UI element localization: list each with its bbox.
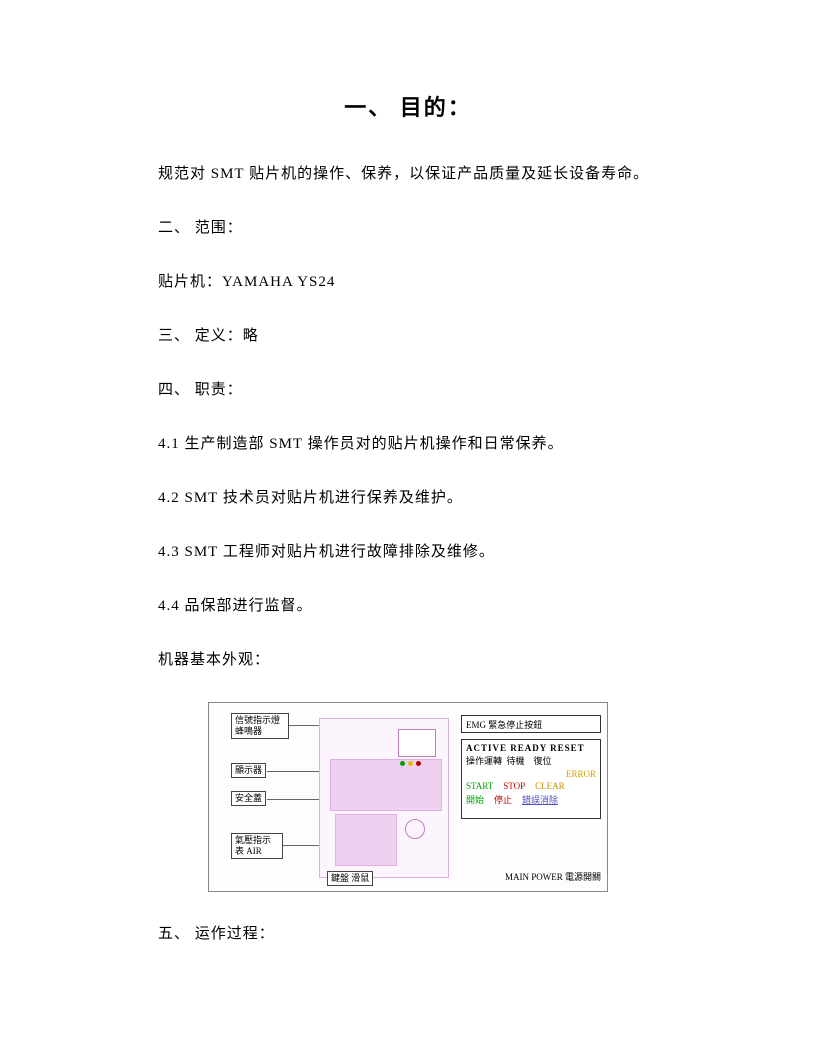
- paragraph-resp-3: 4.3 SMT 工程师对贴片机进行故障排除及维修。: [158, 540, 658, 564]
- heading-appearance: 机器基本外观：: [158, 648, 658, 672]
- dot-yellow-icon: [408, 761, 413, 766]
- machine-screen: [398, 729, 436, 757]
- paragraph-machine-model: 贴片机：YAMAHA YS24: [158, 270, 658, 294]
- lead-display: [267, 771, 319, 772]
- heading-responsibility: 四、 职责：: [158, 378, 658, 402]
- machine-diagram: 信號指示燈 蜂鳴器 顯示器 安全蓋 氣壓指示 表 AIR 鍵盤 滑鼠 EMG 緊…: [208, 702, 608, 892]
- panel-start-cn: 開始: [466, 793, 484, 806]
- panel-start: START: [466, 781, 493, 791]
- panel-row3: START STOP CLEAR: [466, 781, 596, 791]
- dot-green-icon: [400, 761, 405, 766]
- panel-stop-cn: 停止: [494, 793, 512, 806]
- panel-row2: 操作運轉 待機 復位: [466, 754, 596, 767]
- dot-red-icon: [416, 761, 421, 766]
- label-buzzer: 信號指示燈 蜂鳴器: [231, 713, 289, 739]
- panel-error: ERROR: [466, 769, 596, 779]
- machine-body: [319, 718, 449, 878]
- heading-operation: 五、 运作过程：: [158, 922, 658, 946]
- paragraph-resp-2: 4.2 SMT 技术员对贴片机进行保养及维护。: [158, 486, 658, 510]
- panel-row2-c: 復位: [534, 756, 552, 766]
- panel-stop: STOP: [503, 781, 525, 791]
- panel-clear-cn: 錯誤消除: [522, 793, 558, 806]
- label-buzzer-line1: 信號指示燈: [235, 715, 285, 726]
- label-emg: EMG 緊急停止按鈕: [461, 715, 601, 733]
- paragraph-purpose: 规范对 SMT 贴片机的操作、保养，以保证产品质量及延长设备寿命。: [158, 162, 658, 186]
- control-panel: ACTIVE READY RESET 操作運轉 待機 復位 ERROR STAR…: [461, 739, 601, 819]
- label-cover: 安全蓋: [231, 791, 266, 806]
- panel-clear: CLEAR: [535, 781, 565, 791]
- paragraph-resp-4: 4.4 品保部进行监督。: [158, 594, 658, 618]
- label-main-power: MAIN POWER 電源開關: [505, 870, 601, 883]
- label-display: 顯示器: [231, 763, 266, 778]
- label-air: 氣壓指示 表 AIR: [231, 833, 283, 859]
- panel-row1: ACTIVE READY RESET: [466, 743, 596, 753]
- label-air-line1: 氣壓指示: [235, 835, 279, 846]
- lead-cover: [267, 799, 319, 800]
- label-buzzer-line2: 蜂鳴器: [235, 726, 285, 737]
- heading-definition: 三、 定义：略: [158, 324, 658, 348]
- heading-scope: 二、 范围：: [158, 216, 658, 240]
- panel-row4: 開始 停止 錯誤消除: [466, 793, 596, 806]
- label-air-line2: 表 AIR: [235, 846, 279, 857]
- panel-row2-a: 操作運轉: [466, 756, 502, 766]
- page-title: 一、 目的：: [158, 90, 658, 122]
- machine-dial-icon: [405, 819, 425, 839]
- panel-row2-b: 待機: [507, 756, 525, 766]
- lead-air: [283, 845, 319, 846]
- label-keyboard: 鍵盤 滑鼠: [327, 871, 373, 886]
- paragraph-resp-1: 4.1 生产制造部 SMT 操作员对的贴片机操作和日常保养。: [158, 432, 658, 456]
- lead-buzzer: [289, 725, 319, 726]
- indicator-dots: [400, 761, 421, 766]
